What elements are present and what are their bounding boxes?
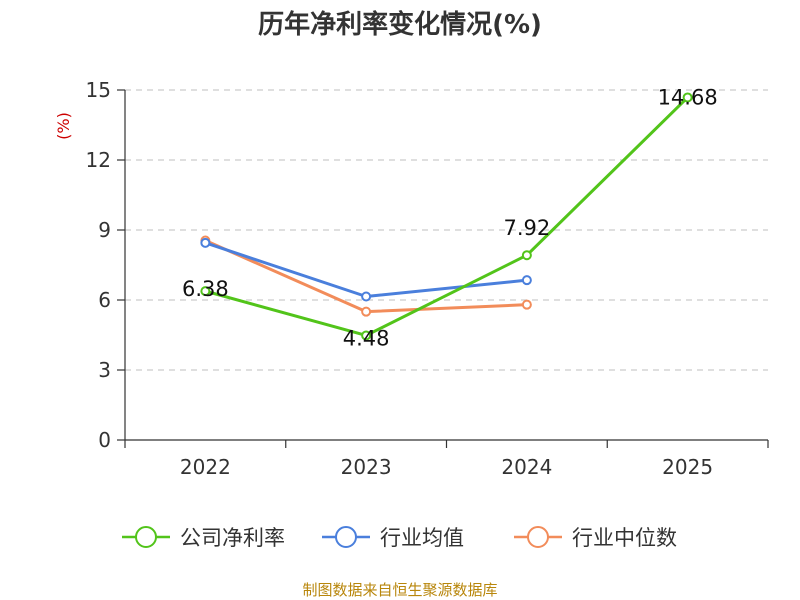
legend-label: 行业均值	[380, 526, 464, 550]
legend: 公司净利率 行业均值 行业中位数	[122, 526, 677, 550]
x-tick-label: 2024	[501, 455, 552, 479]
legend-item[interactable]: 公司净利率	[122, 526, 285, 550]
tick-labels: 0 3 6 9 12 15 2022 2023 2024 2025	[86, 78, 714, 479]
x-tick-label: 2025	[662, 455, 713, 479]
series-point	[521, 250, 532, 261]
legend-item[interactable]: 行业中位数	[514, 526, 677, 550]
y-tick-label: 15	[86, 78, 111, 102]
series-point	[200, 286, 211, 297]
legend-marker	[335, 526, 357, 548]
y-tick-label: 6	[98, 288, 111, 312]
y-tick-label: 12	[86, 148, 111, 172]
series-point	[361, 330, 372, 341]
data-labels: 6.38 4.48 7.92 14.68	[182, 85, 718, 350]
grid-lines	[125, 89, 768, 371]
series-point	[521, 299, 532, 310]
axes	[117, 89, 769, 448]
series-line	[204, 96, 689, 337]
series-point	[200, 237, 211, 248]
data-label: 4.48	[343, 326, 390, 350]
data-label: 14.68	[658, 85, 718, 109]
legend-label: 行业中位数	[572, 526, 677, 550]
legend-marker	[527, 526, 549, 548]
series-point	[682, 92, 693, 103]
y-tick-label: 0	[98, 428, 111, 452]
series-line	[204, 241, 528, 298]
x-tick-label: 2023	[341, 455, 392, 479]
y-axis-unit: (%)	[54, 112, 73, 140]
data-label: 7.92	[503, 216, 550, 240]
legend-marker	[135, 526, 157, 548]
chart-title: 历年净利率变化情况(%)	[258, 9, 542, 40]
series-point	[361, 306, 372, 317]
x-tick-label: 2022	[180, 455, 231, 479]
y-tick-label: 9	[98, 218, 111, 242]
y-tick-label: 3	[98, 358, 111, 382]
legend-item[interactable]: 行业均值	[322, 526, 464, 550]
data-label: 6.38	[182, 277, 229, 301]
series-point	[521, 275, 532, 286]
source-note: 制图数据来自恒生聚源数据库	[302, 581, 497, 599]
series-point	[361, 291, 372, 302]
series-group	[200, 92, 693, 341]
legend-label: 公司净利率	[180, 526, 285, 550]
